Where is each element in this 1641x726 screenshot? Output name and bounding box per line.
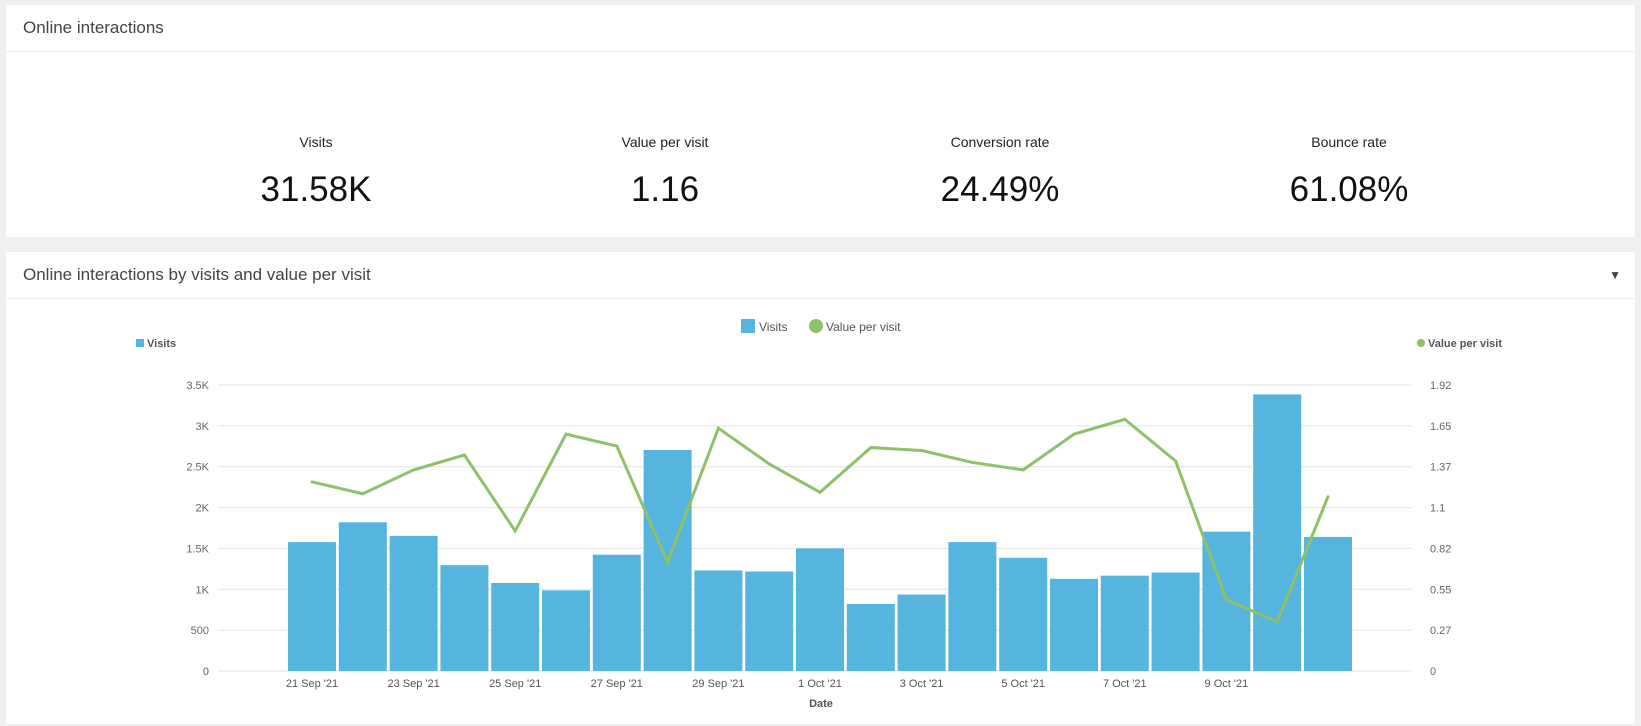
legend-value-label: Value per visit [826, 320, 901, 334]
bar-visits [846, 603, 895, 671]
kpi-label: Visits [299, 134, 333, 150]
point-value-per-visit [869, 446, 873, 450]
left-tick-label: 1.5K [186, 543, 209, 555]
x-tick-label: 1 Oct '21 [798, 678, 842, 690]
right-tick-label: 1.92 [1430, 380, 1451, 392]
point-value-per-visit [1072, 432, 1076, 436]
caret-down-icon[interactable]: ▼ [1609, 268, 1621, 282]
right-tick-label: 1.65 [1430, 421, 1451, 433]
kpi-label: Value per visit [621, 134, 709, 150]
bar-visits [999, 557, 1048, 671]
point-value-per-visit [920, 449, 924, 453]
point-value-per-visit [970, 460, 974, 464]
kpi-value: 31.58K [260, 170, 372, 209]
point-value-per-visit [1174, 459, 1178, 463]
right-tick-label: 0 [1430, 666, 1436, 678]
left-tick-label: 1K [196, 584, 210, 596]
kpi-label: Conversion rate [950, 134, 1050, 150]
card-title: Online interactions by visits and value … [6, 252, 1635, 299]
point-value-per-visit [564, 432, 568, 436]
right-tick-label: 0.27 [1430, 625, 1451, 637]
point-value-per-visit [310, 480, 314, 484]
visits-axis-swatch [136, 339, 144, 347]
left-tick-label: 3K [196, 421, 210, 433]
point-value-per-visit [666, 560, 670, 564]
x-tick-label: 9 Oct '21 [1205, 678, 1249, 690]
bar-visits [897, 594, 946, 671]
point-value-per-visit [1275, 620, 1279, 624]
bar-visits [1050, 578, 1098, 671]
bar-visits [1151, 572, 1200, 671]
bar-visits [542, 590, 590, 671]
kpi-value: 61.08% [1289, 170, 1409, 209]
point-value-per-visit [1021, 468, 1025, 472]
bar-visits [440, 565, 489, 671]
bar-visits [592, 554, 641, 671]
chart-card-title: Online interactions by visits and value … [23, 265, 371, 284]
point-value-per-visit [1123, 417, 1127, 421]
x-tick-label: 25 Sep '21 [489, 678, 541, 690]
bar-visits [288, 542, 336, 671]
x-tick-label: 5 Oct '21 [1001, 678, 1045, 690]
x-tick-label: 29 Sep '21 [692, 678, 744, 690]
point-value-per-visit [818, 490, 822, 494]
bar-visits [694, 570, 743, 671]
legend-value-swatch [809, 319, 823, 333]
right-tick-label: 1.37 [1430, 462, 1451, 474]
card-title: Online interactions [6, 5, 1635, 52]
right-axis-title: Value per visit [1428, 338, 1502, 350]
bar-visits [1100, 575, 1149, 671]
left-tick-label: 2K [196, 503, 210, 515]
point-value-per-visit [716, 426, 720, 430]
bar-visits [796, 548, 844, 671]
right-tick-label: 0.82 [1430, 543, 1451, 555]
right-tick-label: 1.1 [1430, 503, 1445, 515]
bar-visits [745, 571, 794, 671]
left-tick-label: 0 [203, 666, 209, 678]
legend-visits-label: Visits [759, 320, 787, 334]
kpi-label: Bounce rate [1311, 134, 1387, 150]
point-value-per-visit [513, 529, 517, 533]
x-tick-label: 27 Sep '21 [591, 678, 643, 690]
left-axis-title: Visits [147, 338, 176, 350]
right-tick-label: 0.55 [1430, 584, 1451, 596]
bar-visits [1253, 394, 1302, 671]
online-interactions-card: Online interactions Visits 31.58K Value … [6, 5, 1635, 237]
point-value-per-visit [361, 492, 365, 496]
x-axis-title: Date [809, 698, 833, 710]
point-value-per-visit [615, 444, 619, 448]
kpi-value: 1.16 [630, 170, 700, 209]
point-value-per-visit [1224, 598, 1228, 601]
bar-visits [1304, 536, 1352, 671]
x-tick-label: 21 Sep '21 [286, 678, 338, 690]
bar-visits [948, 542, 997, 671]
legend-visits-swatch [741, 319, 755, 333]
left-tick-label: 2.5K [186, 462, 209, 474]
point-value-per-visit [767, 462, 771, 466]
bar-visits [389, 535, 438, 671]
x-tick-label: 7 Oct '21 [1103, 678, 1147, 690]
x-tick-label: 3 Oct '21 [900, 678, 944, 690]
value-axis-swatch [1417, 339, 1425, 347]
left-tick-label: 500 [191, 625, 209, 637]
kpi-value: 24.49% [940, 170, 1060, 209]
bar-visits [491, 582, 540, 671]
point-value-per-visit [462, 453, 466, 457]
x-tick-label: 23 Sep '21 [387, 678, 439, 690]
left-tick-label: 3.5K [186, 380, 209, 392]
point-value-per-visit [1326, 495, 1330, 499]
bar-visits [338, 522, 387, 671]
point-value-per-visit [412, 468, 416, 472]
